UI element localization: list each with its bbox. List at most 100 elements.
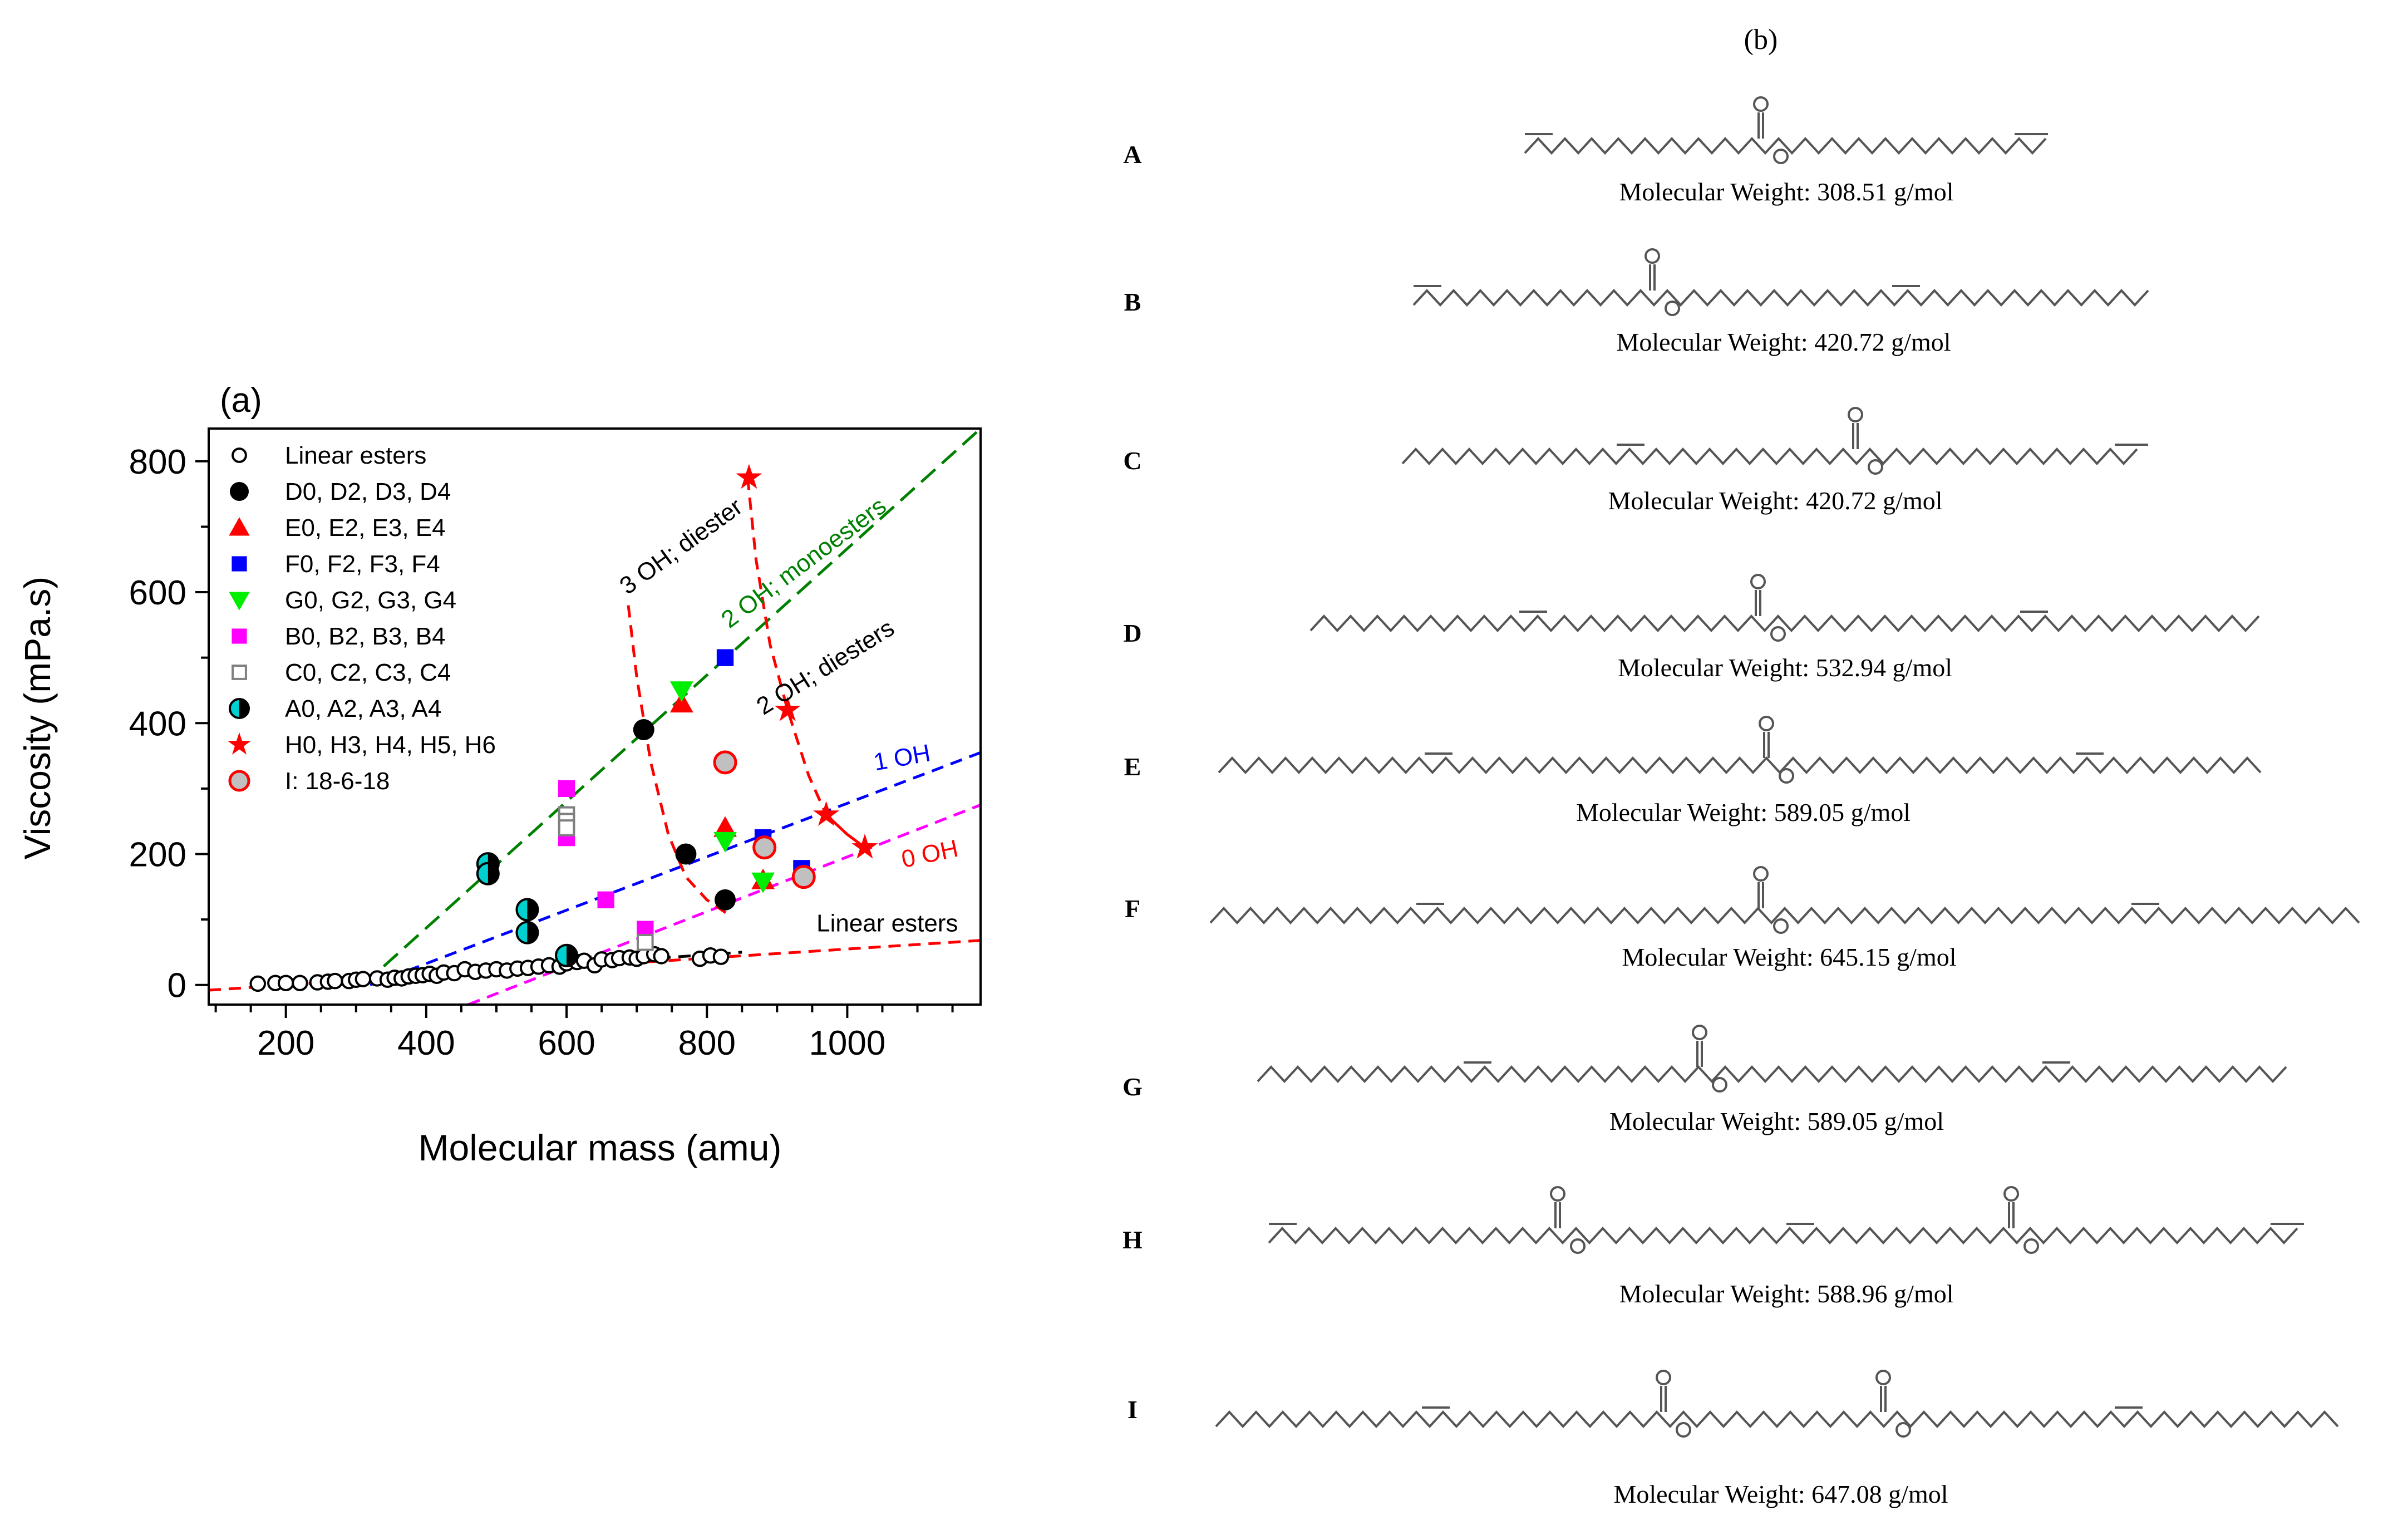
point-s7-1 — [476, 862, 500, 885]
molecule-letter: G — [1122, 1072, 1143, 1101]
carbon-chain — [1209, 907, 2360, 924]
legend-label-2: E0, E2, E3, E4 — [285, 514, 446, 542]
point-s4-0 — [669, 681, 693, 702]
curve-0 — [627, 605, 729, 916]
legend-label-6: C0, C2, C3, C4 — [285, 659, 451, 686]
oxygen-atom — [1712, 1077, 1727, 1093]
x-tick-label: 400 — [397, 1024, 455, 1062]
point-s7-4 — [555, 943, 579, 967]
molecule-F: F Molecular Weight: 645.15 g/mol — [1125, 866, 2360, 971]
molecule-G: G Molecular Weight: 589.05 g/mol — [1122, 1025, 2287, 1135]
point-s7-3 — [515, 921, 539, 944]
panel-b-label: (b) — [1744, 24, 1778, 56]
oxygen-atom — [1753, 866, 1769, 882]
curve-1 — [746, 477, 828, 815]
y-tick-label: 0 — [168, 967, 186, 1005]
oxygen-atom — [1759, 716, 1774, 731]
point-s5-0 — [558, 780, 575, 798]
legend-marker-5 — [232, 628, 247, 644]
oxygen-atom — [1848, 407, 1863, 422]
point-s4-2 — [751, 872, 775, 893]
oxygen-atom — [1753, 96, 1769, 112]
molecular-weight-caption: Molecular Weight: 308.51 g/mol — [1619, 178, 1953, 206]
annotation-5: Linear esters — [816, 909, 958, 937]
carbon-chain — [1401, 447, 2138, 465]
panel-b-structures: (b) A Molecular Weight: 308.51 g/mol B Mole… — [1122, 24, 2360, 1508]
curve-2 — [825, 814, 866, 849]
legend-marker-7 — [229, 698, 250, 719]
y-tick-label: 600 — [129, 574, 186, 612]
point-s8-0 — [736, 464, 762, 489]
point-s8-2 — [813, 801, 840, 826]
legend-label-4: G0, G2, G3, G4 — [285, 587, 456, 614]
molecule-letter: H — [1122, 1226, 1143, 1254]
carbon-chain — [1412, 289, 2149, 307]
legend-marker-9 — [228, 770, 250, 792]
legend-marker-3 — [232, 556, 247, 572]
legend-marker-0 — [232, 447, 247, 463]
y-tick-label: 400 — [129, 705, 186, 743]
point-s7-2 — [515, 898, 539, 922]
point-s5-2 — [597, 891, 614, 909]
x-tick-label: 600 — [538, 1024, 595, 1062]
point-s0-45 — [712, 948, 730, 965]
point-s0-2 — [277, 975, 294, 991]
oxygen-atom — [1692, 1025, 1707, 1040]
molecule-letter: A — [1123, 140, 1141, 169]
legend-label-8: H0, H3, H4, H5, H6 — [285, 731, 496, 759]
x-axis-label: Molecular mass (amu) — [418, 1127, 782, 1168]
carbon-chain — [1218, 756, 2262, 774]
carbon-chain — [1268, 1227, 2298, 1244]
point-s0-6 — [327, 972, 343, 990]
point-s1-1 — [675, 843, 697, 865]
oxygen-atom — [1868, 459, 1883, 475]
molecular-weight-caption: Molecular Weight: 532.94 g/mol — [1618, 653, 1952, 682]
legend-marker-8 — [228, 732, 251, 755]
molecule-letter: C — [1123, 446, 1141, 475]
oxygen-atom — [1779, 768, 1794, 784]
point-s0-3 — [292, 975, 308, 991]
panel-a-label: (a) — [220, 381, 262, 420]
y-tick-label: 800 — [129, 443, 186, 481]
oxygen-atom — [1656, 1370, 1671, 1385]
molecular-weight-caption: Molecular Weight: 645.15 g/mol — [1622, 943, 1956, 971]
molecule-letter: I — [1127, 1395, 1138, 1424]
molecule-H: H Molecular Weight: 588.96 g/mol — [1122, 1186, 2304, 1308]
oxygen-atom — [1665, 301, 1680, 316]
molecule-letter: B — [1124, 288, 1141, 316]
molecule-list: A Molecular Weight: 308.51 g/mol B Molecula… — [1122, 96, 2360, 1508]
molecule-letter: F — [1125, 894, 1140, 923]
oxygen-atom — [1570, 1238, 1586, 1254]
legend-marker-6 — [232, 665, 247, 680]
legend-label-0: Linear esters — [285, 442, 426, 469]
molecule-I: I Molecular Weight: 647.08 g/mol — [1127, 1370, 2339, 1508]
oxygen-atom — [2003, 1186, 2019, 1202]
point-s0-0 — [249, 975, 267, 992]
point-s1-0 — [633, 719, 654, 741]
carbon-chain — [1215, 1410, 2339, 1428]
molecule-E: E Molecular Weight: 589.05 g/mol — [1124, 716, 2262, 826]
plot-frame — [208, 427, 982, 1006]
molecule-B: B Molecular Weight: 420.72 g/mol — [1124, 248, 2149, 356]
molecule-C: C Molecular Weight: 420.72 g/mol — [1123, 407, 2148, 515]
point-s0-42 — [653, 948, 670, 965]
x-tick-label: 800 — [678, 1024, 736, 1062]
point-s2-1 — [713, 816, 737, 837]
point-s9-2 — [791, 865, 816, 889]
molecular-weight-caption: Molecular Weight: 420.72 g/mol — [1616, 328, 1951, 356]
y-axis-label: Viscosity (mPa.s) — [17, 577, 58, 860]
oxygen-atom — [1875, 1370, 1891, 1385]
point-s6-2 — [558, 819, 575, 837]
point-s9-0 — [713, 750, 737, 775]
oxygen-atom — [1644, 248, 1660, 264]
molecule-D: D Molecular Weight: 532.94 g/mol — [1123, 574, 2260, 682]
oxygen-atom — [2023, 1238, 2039, 1254]
oxygen-atom — [1676, 1422, 1691, 1438]
legend-marker-2 — [229, 517, 250, 536]
legend-marker-1 — [230, 482, 249, 501]
legend-label-9: I: 18-6-18 — [285, 767, 390, 795]
legend-label-5: B0, B2, B3, B4 — [285, 623, 446, 650]
x-tick-label: 200 — [257, 1024, 314, 1062]
fit-line-1 — [370, 751, 981, 987]
